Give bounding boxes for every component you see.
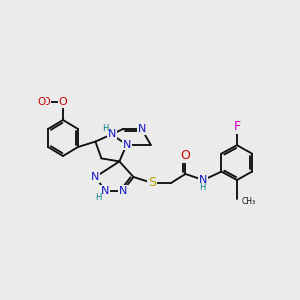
Text: N: N [119,185,127,196]
Text: N: N [199,175,208,185]
Text: O: O [43,97,50,107]
Text: H: H [199,183,205,192]
Text: S: S [148,176,156,190]
Text: O: O [181,149,190,162]
Text: H: H [102,124,108,133]
Text: N: N [122,140,131,150]
Text: N: N [107,129,116,140]
Text: N: N [91,172,100,182]
Text: O: O [58,97,68,107]
Text: O: O [38,97,46,107]
Text: F: F [233,120,241,133]
Text: O: O [58,97,68,107]
Text: N: N [137,124,146,134]
Text: H: H [95,193,102,202]
Text: N: N [101,185,109,196]
Text: CH₃: CH₃ [242,197,256,206]
